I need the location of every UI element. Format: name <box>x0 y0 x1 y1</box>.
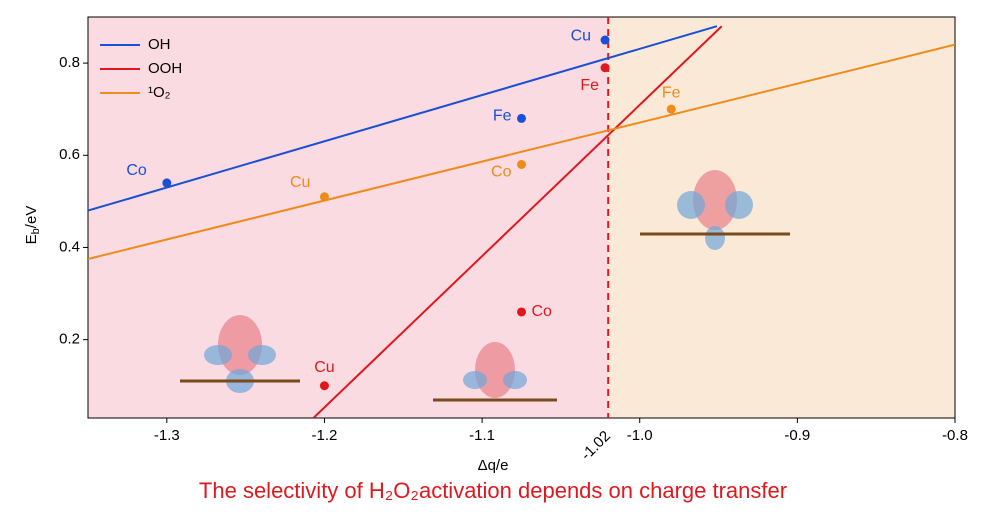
point <box>517 113 526 123</box>
x-tick-label: -1.2 <box>312 427 338 444</box>
y-tick-label: 0.8 <box>59 54 80 71</box>
y-axis-label: Eb/eV <box>23 206 42 245</box>
point-label: Fe <box>493 108 512 125</box>
threshold-label: -1.02 <box>578 428 614 464</box>
point <box>162 178 172 188</box>
point-label: Co <box>532 303 553 320</box>
y-label-main: E <box>23 234 40 244</box>
series-line <box>312 25 723 418</box>
point <box>600 35 610 45</box>
point-label: Co <box>491 164 512 181</box>
x-tick-label: -1.1 <box>469 427 495 444</box>
point-label: Fe <box>580 77 599 94</box>
legend-label: OH <box>148 36 171 53</box>
point-label: Fe <box>662 84 681 101</box>
point-label: Cu <box>314 359 334 376</box>
point <box>319 192 329 202</box>
x-tick-label: -1.3 <box>154 427 180 444</box>
y-tick-label: 0.6 <box>59 146 80 163</box>
region <box>88 17 609 418</box>
x-tick-label: -0.8 <box>942 427 968 444</box>
legend-label: OOH <box>148 60 182 77</box>
series-line <box>88 25 718 212</box>
x-tick-label: -1.0 <box>627 427 653 444</box>
x-axis-label: Δq/e <box>478 457 509 474</box>
point-label: Cu <box>571 27 591 44</box>
region <box>608 17 955 418</box>
y-tick-label: 0.4 <box>59 238 80 255</box>
point-label: Co <box>126 162 147 179</box>
point <box>517 159 526 169</box>
decoration <box>180 170 790 402</box>
x-tick-label: -0.9 <box>784 427 810 444</box>
chart-title: The selectivity of H₂O₂activation depend… <box>199 478 787 503</box>
plot-frame <box>87 16 956 419</box>
y-label-rest: /eV <box>23 206 40 229</box>
y-label-sub: b <box>30 228 42 234</box>
point <box>600 63 610 73</box>
y-tick-label: 0.2 <box>59 331 80 348</box>
point <box>666 104 676 114</box>
legend-label: ¹O₂ <box>148 84 171 101</box>
point <box>517 307 526 317</box>
point <box>319 381 329 391</box>
series-line <box>88 43 955 260</box>
point-label: Cu <box>290 174 310 191</box>
